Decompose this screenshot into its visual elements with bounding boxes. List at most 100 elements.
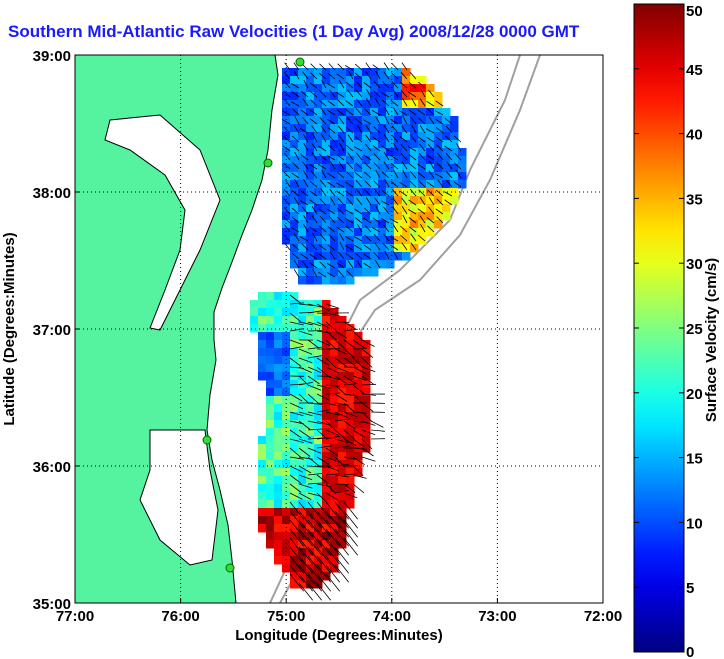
current-vector — [291, 216, 300, 224]
velocity-cell — [314, 260, 323, 269]
current-vector — [444, 145, 453, 152]
velocity-cell — [314, 204, 323, 213]
current-vector — [400, 81, 408, 89]
velocity-cell — [346, 132, 355, 141]
current-vector — [294, 115, 300, 125]
velocity-cell — [274, 556, 283, 565]
velocity-cell — [354, 364, 363, 373]
current-vector — [334, 474, 349, 478]
current-vector — [301, 243, 309, 251]
velocity-cell — [330, 68, 339, 77]
velocity-cell — [458, 156, 467, 165]
current-vector — [346, 270, 354, 278]
current-vector — [408, 199, 417, 206]
current-vector — [345, 127, 354, 134]
current-vector — [303, 179, 309, 188]
current-vector — [343, 501, 359, 520]
current-vector — [309, 109, 318, 116]
velocity-cell — [282, 228, 291, 237]
velocity-cell — [306, 444, 315, 453]
velocity-cell — [290, 300, 299, 309]
current-vector — [445, 135, 453, 143]
colorbar-tick-label: 20 — [686, 386, 703, 403]
velocity-cell — [418, 156, 427, 165]
velocity-cell — [418, 228, 427, 237]
current-vector — [373, 234, 381, 242]
current-vector — [411, 124, 417, 134]
velocity-cell — [354, 164, 363, 173]
current-vector — [310, 243, 318, 251]
velocity-cell — [330, 404, 339, 413]
current-vector — [336, 154, 345, 161]
y-tick-label: 39:00 — [33, 48, 71, 65]
current-vector — [363, 119, 372, 125]
velocity-cell — [298, 172, 307, 181]
velocity-cell — [282, 124, 291, 133]
velocity-cell — [394, 140, 403, 149]
velocity-cell — [306, 140, 315, 149]
velocity-cell — [362, 188, 371, 197]
velocity-cell — [370, 268, 379, 277]
velocity-cell — [330, 420, 339, 429]
current-vector — [307, 537, 323, 556]
velocity-cell — [330, 180, 339, 189]
velocity-cell — [354, 220, 363, 229]
velocity-cell — [362, 420, 371, 429]
velocity-cell — [314, 180, 323, 189]
current-vector — [419, 98, 426, 107]
velocity-cell — [370, 108, 379, 117]
velocity-cell — [346, 276, 355, 285]
velocity-cell — [266, 364, 275, 373]
velocity-cell — [290, 228, 299, 237]
velocity-cell — [306, 324, 315, 333]
velocity-cell — [298, 412, 307, 421]
current-vector — [435, 118, 444, 125]
velocity-cell — [266, 324, 275, 333]
current-vector — [307, 384, 322, 391]
current-vector — [283, 162, 291, 170]
x-tick-label: 74:00 — [373, 608, 411, 625]
velocity-cell — [410, 100, 419, 109]
velocity-cell — [450, 156, 459, 165]
current-vector — [307, 366, 322, 373]
current-vector — [373, 162, 381, 170]
velocity-cell — [426, 124, 435, 133]
velocity-cell — [322, 324, 331, 333]
current-vector — [363, 82, 372, 89]
velocity-cell — [314, 84, 323, 93]
velocity-cell — [314, 276, 323, 285]
colorbar-tick-label: 15 — [686, 451, 703, 468]
current-vector — [307, 321, 322, 327]
velocity-cell — [306, 356, 315, 365]
current-vector — [334, 330, 348, 339]
velocity-cell — [354, 388, 363, 397]
velocity-cell — [442, 196, 451, 205]
current-vector — [316, 420, 331, 426]
velocity-cell — [402, 132, 411, 141]
current-vector — [345, 217, 354, 224]
current-vector — [316, 519, 332, 538]
colorbar-gradient — [633, 3, 685, 653]
current-vector — [410, 116, 417, 125]
velocity-cell — [290, 396, 299, 405]
current-vector — [380, 200, 390, 206]
velocity-cell — [306, 556, 315, 565]
current-vector — [325, 537, 341, 556]
velocity-cell — [274, 484, 283, 493]
current-vector — [399, 181, 408, 188]
velocity-cell — [274, 300, 283, 309]
velocity-cell — [298, 396, 307, 405]
velocity-cell — [450, 124, 459, 133]
current-vector — [289, 519, 305, 538]
velocity-cell — [418, 84, 427, 93]
current-vector — [343, 510, 359, 529]
current-vector — [310, 99, 318, 107]
velocity-cell — [402, 180, 411, 189]
velocity-cell — [306, 116, 315, 125]
current-vector — [328, 63, 336, 71]
velocity-cell — [322, 500, 331, 509]
velocity-cell — [402, 220, 411, 229]
velocity-cell — [298, 236, 307, 245]
velocity-cell — [346, 92, 355, 101]
velocity-cell — [442, 148, 451, 157]
